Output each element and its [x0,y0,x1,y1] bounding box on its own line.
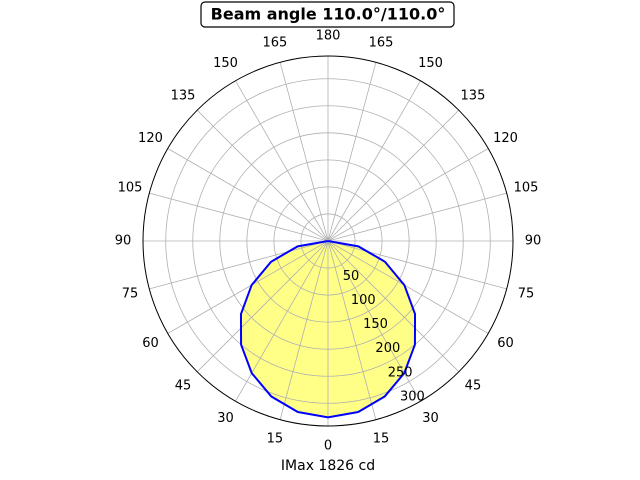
r-tick-label: 150 [363,317,388,332]
grid-spoke [235,80,329,242]
r-tick-label: 300 [400,389,425,404]
theta-tick-label: 135 [461,89,486,104]
grid-spoke [149,240,329,290]
grid-spoke [196,109,329,242]
plot-area: 0 15 30 45 60 75 90 105 120 135 150 165 180 165 150 135… [115,29,542,454]
title-box [200,1,455,28]
theta-tick-label: 150 [418,56,443,71]
theta-tick-label: 15 [267,432,284,447]
theta-tick-label: 135 [171,89,196,104]
theta-tick-label: 165 [263,35,288,50]
grid-spoke [327,240,489,334]
polar-frame [142,55,514,427]
grid-spoke [327,148,489,242]
theta-tick-label: 90 [525,234,542,249]
grid-spoke [196,240,329,373]
theta-tick-label: 30 [422,411,439,426]
theta-tick-label: 165 [369,35,394,50]
data-line [239,240,417,419]
theta-tick-label: 105 [118,180,143,195]
grid-spoke [327,240,460,373]
theta-tick-label: 60 [142,336,159,351]
grid-spoke [327,240,377,420]
r-tick-label: 100 [351,293,376,308]
grid-spoke [327,109,460,242]
theta-tick-label: 90 [115,234,132,249]
grid-spoke [327,80,421,242]
x-axis-label: IMax 1826 cd [281,458,375,474]
grid-spoke [327,240,507,290]
theta-tick-label: 105 [514,180,539,195]
grid-spoke [327,62,377,242]
theta-tick-label: 120 [138,131,163,146]
chart-title: Beam angle 110.0°/110.0° [211,5,446,24]
theta-tick-label: 75 [518,287,535,302]
grid-spoke [167,148,329,242]
grid-spoke [167,240,329,334]
r-tick-label: 250 [388,365,413,380]
theta-tick-label: 45 [175,378,192,393]
theta-tick-label: 15 [373,432,390,447]
grid-spoke [149,192,329,242]
grid-spoke [279,62,329,242]
theta-tick-label: 60 [497,336,514,351]
grid-spoke [327,192,507,242]
grid-spoke [327,240,421,402]
theta-tick-label: 150 [213,56,238,71]
theta-tick-label: 45 [465,378,482,393]
theta-tick-label: 30 [217,411,234,426]
grid-spoke [235,240,329,402]
theta-tick-label: 0 [324,439,332,454]
r-tick-label: 200 [375,341,400,356]
theta-tick-label: 180 [316,29,341,44]
grid-spoke [279,240,329,420]
r-tick-label: 50 [343,269,360,284]
theta-tick-label: 75 [122,287,139,302]
theta-tick-label: 120 [493,131,518,146]
